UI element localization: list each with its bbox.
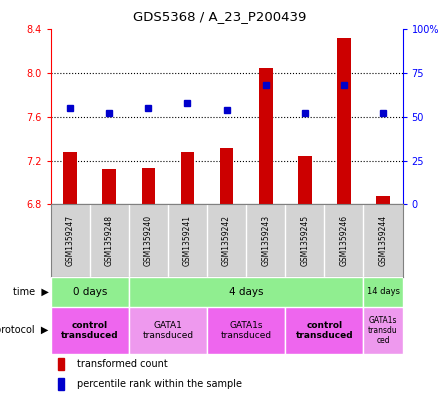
Bar — [285, 307, 363, 354]
Bar — [363, 277, 403, 307]
Text: GSM1359241: GSM1359241 — [183, 215, 192, 266]
Bar — [51, 277, 129, 307]
Text: GATA1s
transdu
ced: GATA1s transdu ced — [368, 316, 398, 345]
Bar — [63, 152, 77, 204]
Bar — [220, 147, 234, 204]
Text: GSM1359243: GSM1359243 — [261, 215, 270, 266]
Bar — [259, 68, 272, 204]
Text: GSM1359242: GSM1359242 — [222, 215, 231, 266]
Text: control
transduced: control transduced — [61, 321, 118, 340]
Text: GSM1359244: GSM1359244 — [378, 215, 388, 266]
Text: GDS5368 / A_23_P200439: GDS5368 / A_23_P200439 — [133, 10, 307, 23]
Bar — [207, 307, 285, 354]
Bar — [129, 277, 363, 307]
Bar — [103, 169, 116, 204]
Bar — [58, 358, 64, 370]
Bar — [142, 168, 155, 204]
Bar — [298, 156, 312, 204]
Text: GATA1
transduced: GATA1 transduced — [143, 321, 194, 340]
Text: time  ▶: time ▶ — [12, 287, 48, 297]
Text: GSM1359246: GSM1359246 — [339, 215, 348, 266]
Text: GSM1359248: GSM1359248 — [105, 215, 114, 266]
Text: GSM1359247: GSM1359247 — [66, 215, 75, 266]
Text: control
transduced: control transduced — [296, 321, 353, 340]
Text: GSM1359245: GSM1359245 — [301, 215, 309, 266]
Bar — [376, 196, 390, 204]
Text: protocol  ▶: protocol ▶ — [0, 325, 48, 335]
Text: 0 days: 0 days — [73, 287, 107, 297]
Bar — [129, 307, 207, 354]
Bar — [181, 152, 194, 204]
Bar — [337, 38, 351, 204]
Bar — [363, 307, 403, 354]
Text: 4 days: 4 days — [229, 287, 264, 297]
Bar — [58, 378, 64, 390]
Text: transformed count: transformed count — [77, 359, 168, 369]
Text: GSM1359240: GSM1359240 — [144, 215, 153, 266]
Text: percentile rank within the sample: percentile rank within the sample — [77, 379, 242, 389]
Text: GATA1s
transduced: GATA1s transduced — [220, 321, 272, 340]
Bar — [51, 307, 129, 354]
Text: 14 days: 14 days — [367, 287, 400, 296]
